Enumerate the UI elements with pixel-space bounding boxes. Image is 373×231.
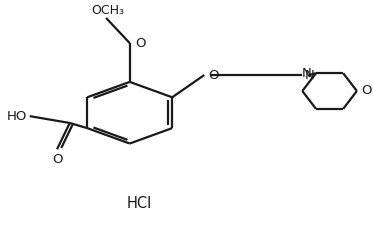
Text: HO: HO [6,110,27,123]
Text: O: O [209,69,219,82]
Text: O: O [135,37,145,50]
Text: N: N [305,69,315,82]
Text: HCl: HCl [126,196,151,210]
Text: N: N [302,66,311,79]
Text: O: O [53,152,63,165]
Text: OCH₃: OCH₃ [91,4,125,17]
Text: O: O [361,84,372,97]
